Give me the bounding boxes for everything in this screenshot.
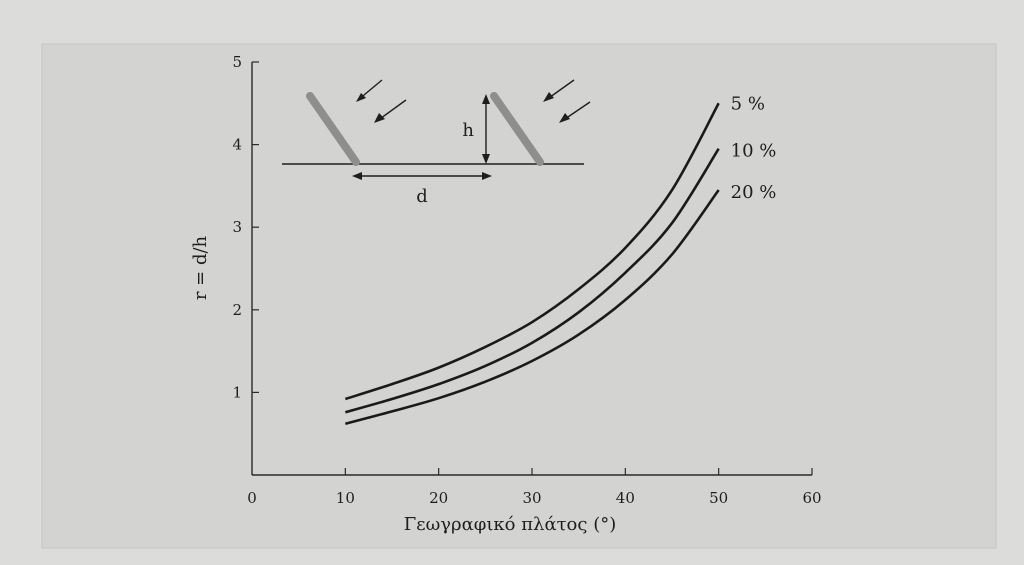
series-label: 20 % xyxy=(731,182,777,203)
x-ticks: 0 10 20 30 40 50 60 xyxy=(247,468,822,507)
series-label: 10 % xyxy=(731,141,777,162)
distance-dimension xyxy=(352,172,492,180)
series-labels: 5 % 10 % 20 % xyxy=(731,93,777,203)
y-axis-title: r = d/h xyxy=(190,235,211,300)
x-tick-label: 0 xyxy=(247,489,257,507)
distance-label: d xyxy=(416,186,428,207)
series-label: 5 % xyxy=(731,93,765,114)
panel-left xyxy=(306,92,360,166)
y-ticks: 1 2 3 4 5 xyxy=(232,53,259,401)
figure-panel xyxy=(41,43,997,549)
x-tick-label: 10 xyxy=(336,489,355,507)
y-tick-label: 2 xyxy=(232,301,242,319)
sun-ray-arrow xyxy=(356,79,383,102)
y-tick-label: 4 xyxy=(232,136,242,154)
x-tick-label: 40 xyxy=(616,489,635,507)
x-axis-title: Γεωγραφικό πλάτος (°) xyxy=(404,514,617,535)
series-line xyxy=(344,102,720,401)
series-line xyxy=(344,148,720,414)
panel-right xyxy=(490,92,544,166)
series-group xyxy=(344,102,720,426)
height-dimension xyxy=(482,94,490,164)
inset-diagram: h d xyxy=(282,79,591,207)
sun-ray-arrow xyxy=(374,99,407,123)
x-tick-label: 30 xyxy=(522,489,541,507)
y-tick-label: 5 xyxy=(232,53,242,71)
y-tick-label: 1 xyxy=(232,383,242,401)
plot-area: 1 2 3 4 5 0 10 20 30 40 50 60 5 % 10 % 20 % xyxy=(232,53,821,507)
x-tick-label: 60 xyxy=(802,489,821,507)
series-line xyxy=(344,189,720,426)
x-tick-label: 20 xyxy=(429,489,448,507)
sun-ray-arrow xyxy=(543,79,575,102)
sun-ray-arrow xyxy=(559,101,591,123)
height-label: h xyxy=(462,120,474,141)
x-tick-label: 50 xyxy=(709,489,728,507)
y-tick-label: 3 xyxy=(232,218,242,236)
